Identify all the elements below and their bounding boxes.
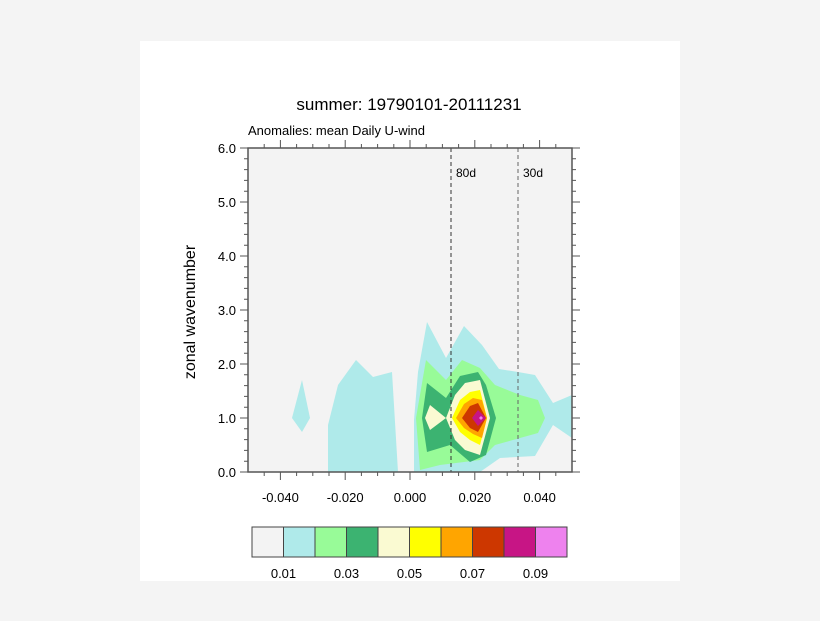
contour-fills — [292, 322, 572, 472]
y-ticks — [240, 147, 580, 473]
colorbar-box — [346, 526, 379, 558]
y-tick-label: 1.0 — [218, 411, 236, 426]
colorbar-box — [440, 526, 473, 558]
colorbar — [251, 526, 568, 558]
y-tick-label: 4.0 — [218, 249, 236, 264]
x-tick-label: 0.020 — [459, 490, 492, 505]
contour-cyan-left — [328, 360, 398, 472]
colorbar-box — [535, 526, 568, 558]
colorbar-box — [251, 526, 284, 558]
x-tick-label: -0.020 — [327, 490, 364, 505]
colorbar-label: 0.03 — [334, 566, 359, 581]
colorbar-box — [283, 526, 316, 558]
y-minor-ticks — [244, 158, 576, 462]
contour-cyan-small — [292, 380, 310, 432]
x-ticks — [263, 140, 557, 480]
y-tick-label: 3.0 — [218, 303, 236, 318]
x-tick-label: 0.000 — [394, 490, 427, 505]
y-axis-label: zonal wavenumber — [182, 244, 199, 379]
x-tick-label: -0.040 — [262, 490, 299, 505]
colorbar-box — [472, 526, 505, 558]
contour-violet — [479, 416, 483, 420]
x-tick-label: 0.040 — [523, 490, 556, 505]
y-tick-label: 2.0 — [218, 357, 236, 372]
chart-title: summer: 19790101-20111231 — [296, 95, 521, 114]
contour-lightyellow-left — [425, 405, 446, 430]
colorbar-box — [377, 526, 410, 558]
colorbar-label: 0.05 — [397, 566, 422, 581]
colorbar-label: 0.09 — [523, 566, 548, 581]
chart-subtitle: Anomalies: mean Daily U-wind — [248, 123, 425, 138]
colorbar-label: 0.01 — [271, 566, 296, 581]
colorbar-box — [409, 526, 442, 558]
y-tick-label: 0.0 — [218, 465, 236, 480]
y-tick-label: 6.0 — [218, 141, 236, 156]
label-30d: 30d — [523, 166, 543, 180]
y-tick-label: 5.0 — [218, 195, 236, 210]
colorbar-box — [314, 526, 347, 558]
colorbar-box — [503, 526, 536, 558]
colorbar-label: 0.07 — [460, 566, 485, 581]
label-80d: 80d — [456, 166, 476, 180]
